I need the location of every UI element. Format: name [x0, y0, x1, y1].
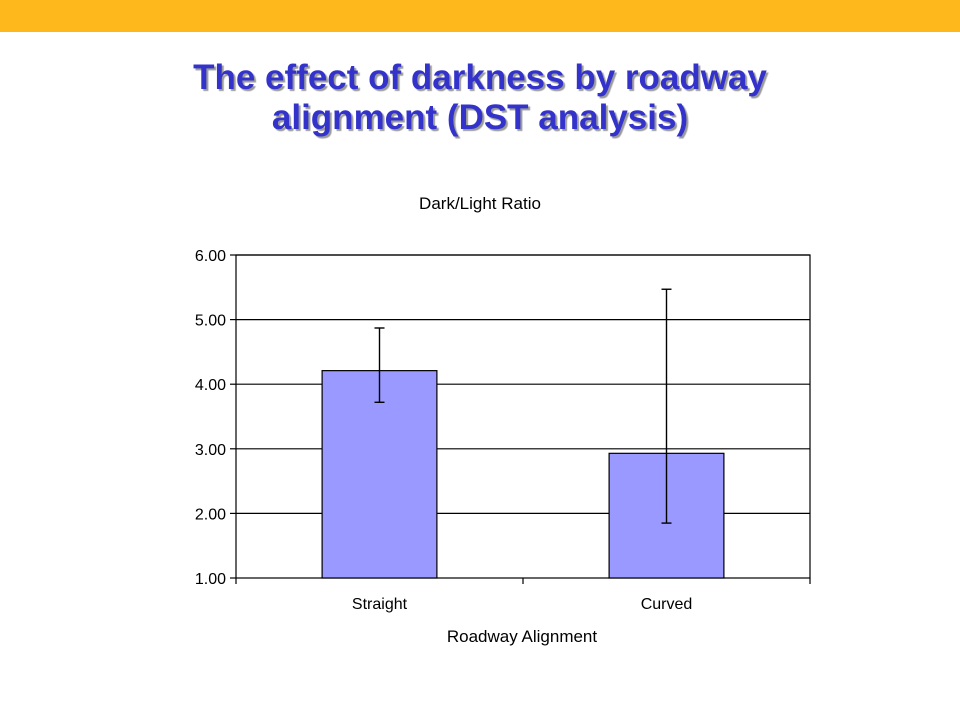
slide-title-line-2: alignment (DST analysis): [271, 98, 689, 137]
axes: [230, 254, 811, 584]
x-axis-title: Roadway Alignment: [447, 627, 598, 646]
top-accent-band: [0, 0, 960, 32]
y-tick-label: 2.00: [195, 506, 226, 523]
bar-straight: [321, 370, 438, 579]
slide-title: The effect of darkness by roadway alignm…: [80, 58, 880, 138]
y-tick-label: 3.00: [195, 442, 226, 459]
error-bar-curved: [661, 288, 672, 524]
error-bar-straight: [374, 327, 385, 403]
y-tick-label: 5.00: [195, 313, 226, 330]
y-tick-label: 6.00: [195, 248, 226, 265]
error-bars: [374, 288, 672, 524]
y-tick-label: 1.00: [195, 571, 226, 588]
y-tick-label: 4.00: [195, 377, 226, 394]
slide-title-line-1: The effect of darkness by roadway: [193, 58, 767, 97]
x-tick-label: Curved: [641, 596, 693, 613]
x-tick-label: Straight: [352, 596, 408, 613]
tick-labels: 1.00 2.00 3.00 4.00 5.00 6.00 Straight Curved: [195, 248, 692, 613]
chart-title: Dark/Light Ratio: [419, 194, 541, 213]
